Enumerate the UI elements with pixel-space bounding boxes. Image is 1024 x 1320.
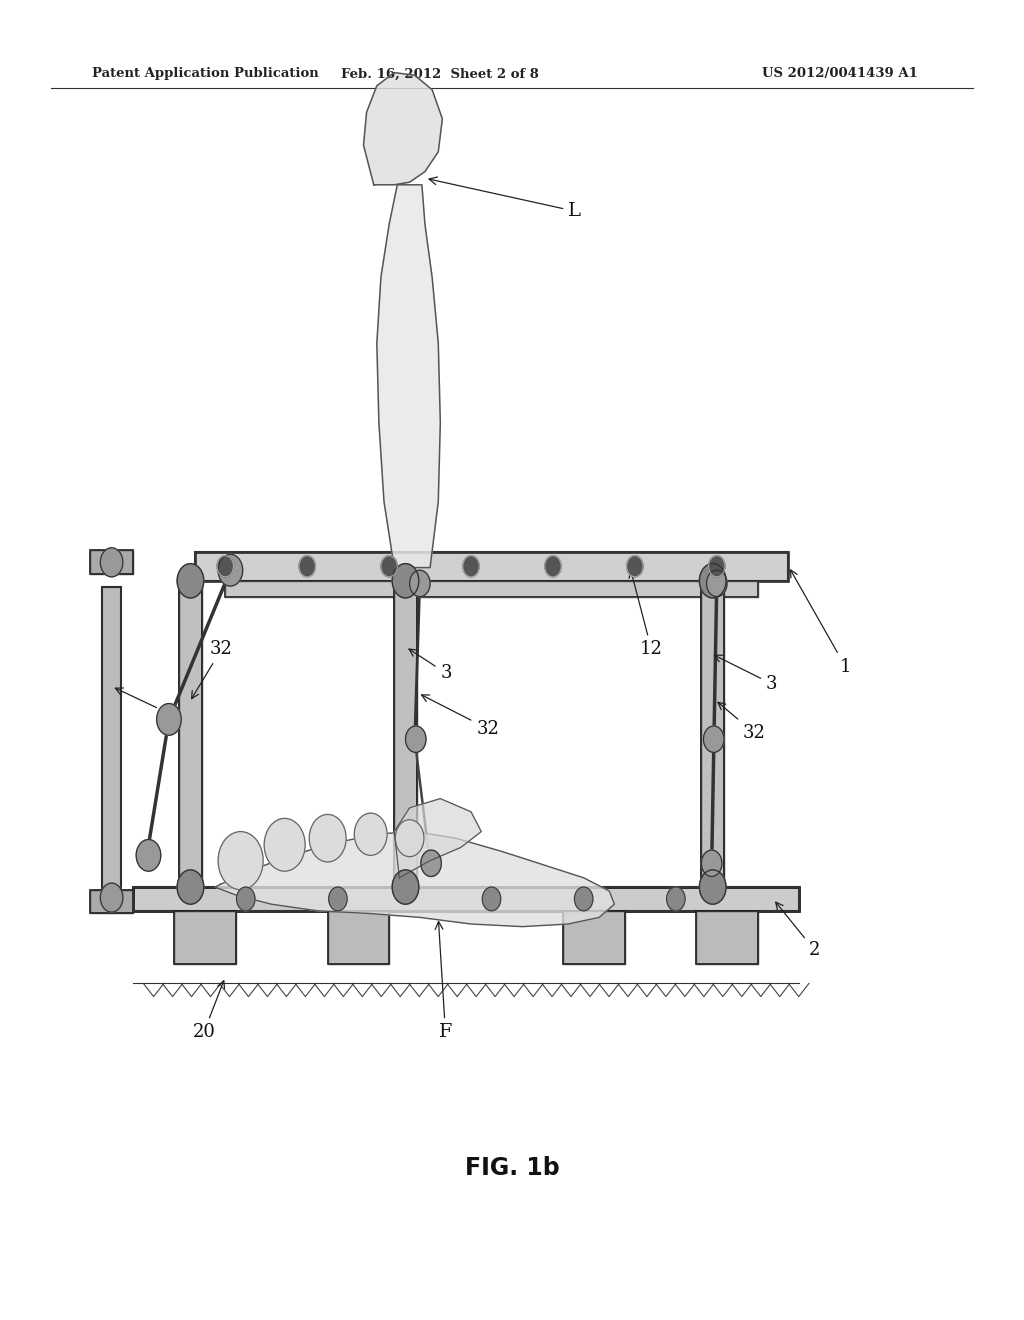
Circle shape [100,883,123,912]
Bar [328,911,389,964]
Bar [701,583,724,887]
Circle shape [699,564,726,598]
Circle shape [329,887,347,911]
Bar [225,581,758,597]
Text: 3: 3 [715,655,777,693]
Text: L: L [429,177,582,220]
Text: 32: 32 [422,694,499,738]
Bar [90,550,133,574]
Bar [90,550,133,574]
Bar [174,911,236,964]
Circle shape [707,570,727,597]
Circle shape [309,814,346,862]
Bar [102,587,121,904]
Bar [696,911,758,964]
Circle shape [463,556,479,577]
Bar [696,911,758,964]
Circle shape [264,818,305,871]
Bar [328,911,389,964]
Text: FIG. 1b: FIG. 1b [465,1156,559,1180]
Circle shape [406,726,426,752]
Circle shape [177,870,204,904]
Circle shape [574,887,593,911]
Text: 3: 3 [116,688,173,722]
Circle shape [299,556,315,577]
Circle shape [392,564,419,598]
Bar [563,911,625,964]
Bar [102,587,121,904]
Text: 12: 12 [629,570,663,659]
Circle shape [354,813,387,855]
Text: Feb. 16, 2012  Sheet 2 of 8: Feb. 16, 2012 Sheet 2 of 8 [341,67,540,81]
Text: US 2012/0041439 A1: US 2012/0041439 A1 [762,67,918,81]
Bar [174,911,236,964]
Bar [195,552,788,581]
Bar [179,583,202,887]
Circle shape [703,726,724,752]
Bar [133,887,799,911]
Circle shape [627,556,643,577]
Circle shape [410,570,430,597]
Bar [394,583,417,887]
Circle shape [545,556,561,577]
Text: 3: 3 [409,649,452,682]
Circle shape [177,564,204,598]
Circle shape [709,556,725,577]
Circle shape [395,820,424,857]
Circle shape [136,840,161,871]
Circle shape [237,887,255,911]
Circle shape [701,850,722,876]
Text: 32: 32 [191,640,232,698]
Text: F: F [435,921,453,1041]
Text: 32: 32 [718,702,765,742]
Circle shape [157,704,181,735]
Circle shape [218,554,243,586]
Bar [701,583,724,887]
Bar [394,583,417,887]
Text: 2: 2 [776,902,820,960]
Circle shape [217,556,233,577]
Bar [195,552,788,581]
Bar [90,890,133,913]
Circle shape [482,887,501,911]
Text: 1: 1 [791,570,851,676]
Text: Patent Application Publication: Patent Application Publication [92,67,318,81]
Circle shape [392,870,419,904]
Bar [133,887,799,911]
Bar [90,890,133,913]
Circle shape [218,832,263,890]
Bar [225,581,758,597]
Polygon shape [364,73,442,185]
Circle shape [699,870,726,904]
Circle shape [100,548,123,577]
Polygon shape [394,799,481,878]
Circle shape [421,850,441,876]
Circle shape [667,887,685,911]
Bar [563,911,625,964]
Circle shape [381,556,397,577]
Polygon shape [215,832,614,927]
Bar [179,583,202,887]
Polygon shape [377,185,440,568]
Text: 20: 20 [193,981,224,1041]
